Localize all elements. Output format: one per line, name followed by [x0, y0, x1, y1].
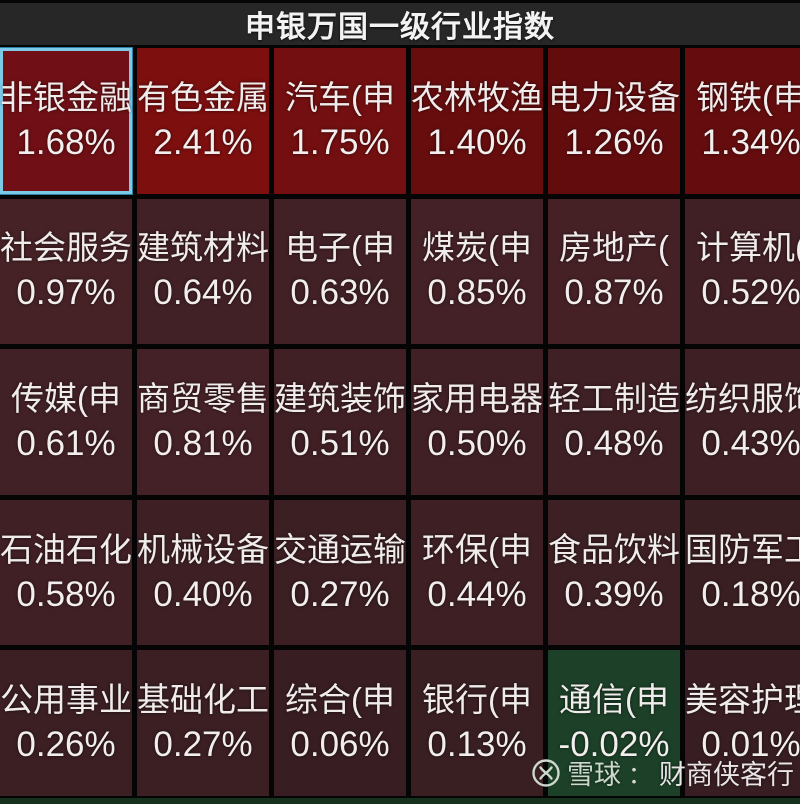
sector-change: 0.61% [16, 423, 116, 463]
sector-tile[interactable]: 石油石化 0.58% [0, 499, 132, 646]
sector-change: 0.85% [427, 273, 527, 313]
sector-tile[interactable]: 公用事业 0.26% [0, 650, 132, 796]
sector-change: 1.68% [16, 122, 116, 162]
sector-tile[interactable]: 农林牧渔 1.40% [411, 48, 543, 194]
sector-tile[interactable]: 交通运输 0.27% [274, 499, 406, 646]
sector-name: 家用电器 [411, 379, 543, 417]
sector-name: 食品饮料 [548, 530, 680, 568]
sector-tile[interactable]: 商贸零售 0.81% [137, 349, 269, 495]
sector-name: 有色金属 [137, 78, 269, 116]
sector-change: 0.27% [153, 725, 253, 765]
sector-name: 环保(申 [422, 530, 532, 568]
sector-tile[interactable]: 机械设备 0.40% [137, 499, 269, 646]
sector-change: 0.01% [701, 725, 800, 765]
sector-tile[interactable]: 非银金融 1.68% [0, 48, 132, 194]
sector-tile[interactable]: 国防军工 0.18% [685, 499, 800, 646]
sector-name: 石油石化 [0, 530, 132, 568]
sector-tile[interactable]: 银行(申 0.13% [411, 650, 543, 796]
sector-change: 0.43% [701, 423, 800, 463]
sector-tile[interactable]: 电力设备 1.26% [548, 48, 680, 194]
sector-tile[interactable]: 基础化工 0.27% [137, 650, 269, 796]
sector-name: 美容护理 [685, 681, 800, 719]
sector-tile[interactable]: 有色金属 2.41% [137, 48, 269, 194]
sector-name: 银行(申 [422, 681, 532, 719]
sector-tile[interactable]: 食品饮料 0.39% [548, 499, 680, 646]
sector-change: 0.58% [16, 574, 116, 614]
sector-change: 0.40% [153, 574, 253, 614]
sector-name: 煤炭(申 [422, 229, 532, 267]
sector-tile[interactable]: 建筑装饰 0.51% [274, 349, 406, 495]
sector-change: 0.06% [290, 725, 390, 765]
sector-change: 0.63% [290, 273, 390, 313]
sector-tile[interactable]: 通信(申 -0.02% [548, 650, 680, 796]
sector-name: 汽车(申 [285, 78, 395, 116]
page-title: 申银万国一级行业指数 [245, 11, 555, 44]
sector-tile[interactable]: 房地产( 0.87% [548, 198, 680, 345]
sector-name: 农林牧渔 [411, 78, 543, 116]
sector-tile[interactable]: 煤炭(申 0.85% [411, 198, 543, 345]
sector-tile[interactable]: 社会服务 0.97% [0, 198, 132, 345]
sector-name: 轻工制造 [548, 379, 680, 417]
sector-tile[interactable]: 传媒(申 0.61% [0, 349, 132, 495]
sector-change: -0.02% [558, 725, 670, 765]
sector-name: 机械设备 [137, 530, 269, 568]
sector-change: 0.44% [427, 574, 527, 614]
next-row-strip [0, 798, 800, 804]
sector-change: 1.75% [290, 122, 390, 162]
sector-tile[interactable]: 建筑材料 0.64% [137, 198, 269, 345]
sector-name: 公用事业 [0, 681, 132, 719]
sector-tile[interactable]: 钢铁(申 1.34% [685, 48, 800, 194]
sector-change: 0.39% [564, 574, 664, 614]
sector-change: 0.13% [427, 725, 527, 765]
sector-heatmap: 非银金融 1.68% 有色金属 2.41% 汽车(申 1.75% 农林牧渔 1.… [0, 48, 800, 796]
sector-change: 0.87% [564, 273, 664, 313]
sector-tile[interactable]: 环保(申 0.44% [411, 499, 543, 646]
sector-change: 1.34% [701, 122, 800, 162]
sector-change: 0.18% [701, 574, 800, 614]
sector-tile[interactable]: 综合(申 0.06% [274, 650, 406, 796]
sector-change: 2.41% [153, 122, 253, 162]
sector-change: 0.81% [153, 423, 253, 463]
sector-change: 0.27% [290, 574, 390, 614]
sector-name: 综合(申 [285, 681, 395, 719]
sector-name: 计算机( [696, 229, 800, 267]
sector-name: 建筑材料 [137, 229, 269, 267]
sector-name: 非银金融 [0, 78, 132, 116]
sector-change: 0.26% [16, 725, 116, 765]
sector-name: 钢铁(申 [696, 78, 800, 116]
sector-tile[interactable]: 家用电器 0.50% [411, 349, 543, 495]
title-bar: 申银万国一级行业指数 [0, 3, 800, 45]
sector-tile[interactable]: 轻工制造 0.48% [548, 349, 680, 495]
sector-name: 建筑装饰 [274, 379, 406, 417]
sector-tile[interactable]: 计算机( 0.52% [685, 198, 800, 345]
sector-change: 0.52% [701, 273, 800, 313]
sector-name: 电力设备 [548, 78, 680, 116]
sector-name: 电子(申 [285, 229, 395, 267]
sector-name: 交通运输 [274, 530, 406, 568]
sector-tile[interactable]: 电子(申 0.63% [274, 198, 406, 345]
sector-tile[interactable]: 汽车(申 1.75% [274, 48, 406, 194]
sector-name: 通信(申 [559, 681, 669, 719]
sector-name: 国防军工 [685, 530, 800, 568]
sector-tile[interactable]: 美容护理 0.01% [685, 650, 800, 796]
sector-name: 传媒(申 [11, 379, 121, 417]
sector-name: 社会服务 [0, 229, 132, 267]
sector-change: 0.51% [290, 423, 390, 463]
sector-change: 0.64% [153, 273, 253, 313]
sector-name: 房地产( [559, 229, 669, 267]
sector-tile[interactable]: 纺织服饰 0.43% [685, 349, 800, 495]
sector-name: 纺织服饰 [685, 379, 800, 417]
sector-change: 1.40% [427, 122, 527, 162]
sector-name: 商贸零售 [137, 379, 269, 417]
sector-change: 0.97% [16, 273, 116, 313]
sector-change: 0.48% [564, 423, 664, 463]
sector-change: 1.26% [564, 122, 664, 162]
sector-change: 0.50% [427, 423, 527, 463]
sector-name: 基础化工 [137, 681, 269, 719]
